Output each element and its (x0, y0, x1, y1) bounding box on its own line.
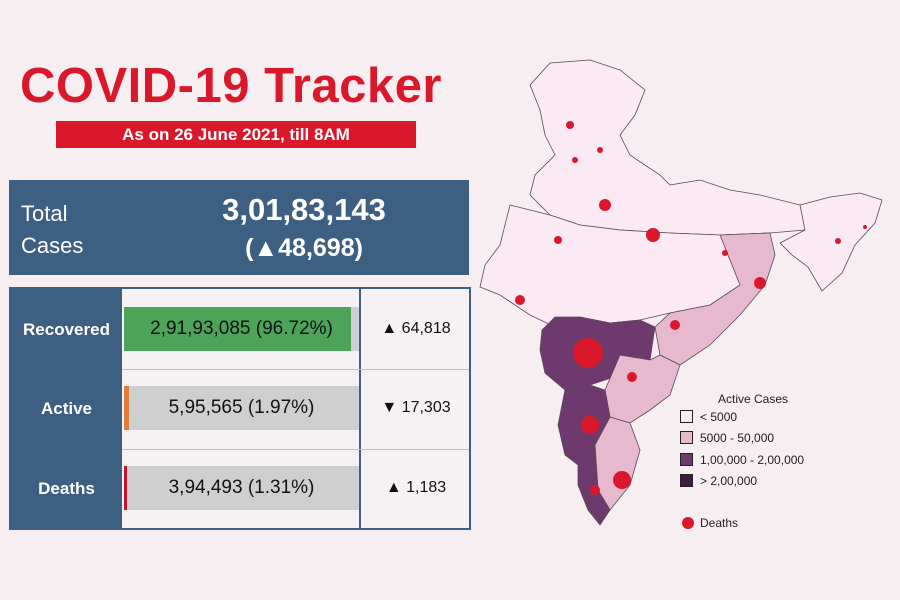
recovered-bar-fill (124, 307, 352, 351)
active-value: 5,95,565 (1.97%) (168, 397, 315, 418)
deaths-legend-label: Deaths (700, 516, 739, 530)
death-marker (646, 228, 660, 242)
deaths-legend: Deaths (682, 516, 738, 530)
legend-swatch (680, 453, 693, 466)
map-region-kerala (577, 443, 611, 526)
total-cases-value: 3,01,83,143 (222, 192, 386, 227)
row-divider (122, 449, 469, 450)
death-marker (515, 295, 525, 305)
death-marker (573, 338, 603, 368)
active-bar-fill (124, 386, 129, 430)
map-region-northeast (779, 192, 883, 292)
death-marker (722, 250, 728, 256)
legend-title: Active Cases (718, 392, 789, 406)
active-bar: 5,95,565 (1.97%) (124, 386, 359, 430)
death-marker (572, 157, 578, 163)
death-marker (597, 147, 603, 153)
death-marker (835, 238, 841, 244)
map-region-north (529, 59, 816, 236)
recovered-value: 2,91,93,085 (96.72%) (150, 318, 333, 339)
column-divider (359, 289, 361, 528)
stats-table: Recovered 2,91,93,085 (96.72%) ▲ 64,818 … (9, 287, 471, 530)
death-marker (627, 372, 637, 382)
india-map (479, 59, 883, 526)
map-region-telangana-andhra (604, 354, 681, 424)
total-cases-delta: (▲48,698) (245, 234, 363, 262)
row-divider (122, 369, 469, 370)
death-marker (590, 485, 600, 495)
legend-swatch (680, 410, 693, 423)
death-marker (670, 320, 680, 330)
legend-item: < 5000 (680, 410, 737, 424)
active-delta: ▼ 17,303 (381, 399, 451, 416)
deaths-delta: ▲ 1,183 (385, 479, 447, 496)
total-label-line2: Cases (21, 233, 84, 258)
legend-swatch (680, 474, 693, 487)
death-marker (581, 416, 599, 434)
deaths-bar: 3,94,493 (1.31%) (124, 466, 359, 510)
deaths-label: Deaths (38, 479, 95, 498)
page-title: COVID-19 Tracker (20, 59, 442, 113)
legend-label: 5000 - 50,000 (700, 431, 775, 445)
death-marker (613, 471, 631, 489)
total-label-line1: Total (21, 201, 68, 226)
deaths-legend-dot (682, 517, 694, 529)
legend-item: > 2,00,000 (680, 474, 757, 488)
total-cases-panel: Total Cases 3,01,83,143 (▲48,698) (9, 180, 469, 275)
active-label: Active (40, 399, 93, 418)
death-marker (599, 199, 611, 211)
legend-label: > 2,00,000 (700, 474, 758, 488)
death-marker (566, 121, 574, 129)
date-banner: As on 26 June 2021, till 8AM (56, 121, 416, 148)
recovered-label: Recovered (23, 320, 110, 339)
legend-item: 1,00,000 - 2,00,000 (680, 453, 804, 467)
death-marker (554, 236, 562, 244)
stats-label-column (11, 289, 122, 528)
legend-label: 1,00,000 - 2,00,000 (700, 453, 805, 467)
recovered-bar: 2,91,93,085 (96.72%) (124, 307, 359, 351)
death-marker (754, 277, 766, 289)
legend-item: 5000 - 50,000 (680, 431, 774, 445)
total-cases-label: Total Cases (21, 198, 121, 262)
legend-swatch (680, 431, 693, 444)
recovered-delta: ▲ 64,818 (381, 320, 451, 337)
deaths-bar-fill (124, 466, 128, 510)
death-marker (863, 225, 867, 229)
deaths-value: 3,94,493 (1.31%) (168, 477, 315, 498)
legend-label: < 5000 (700, 410, 738, 424)
